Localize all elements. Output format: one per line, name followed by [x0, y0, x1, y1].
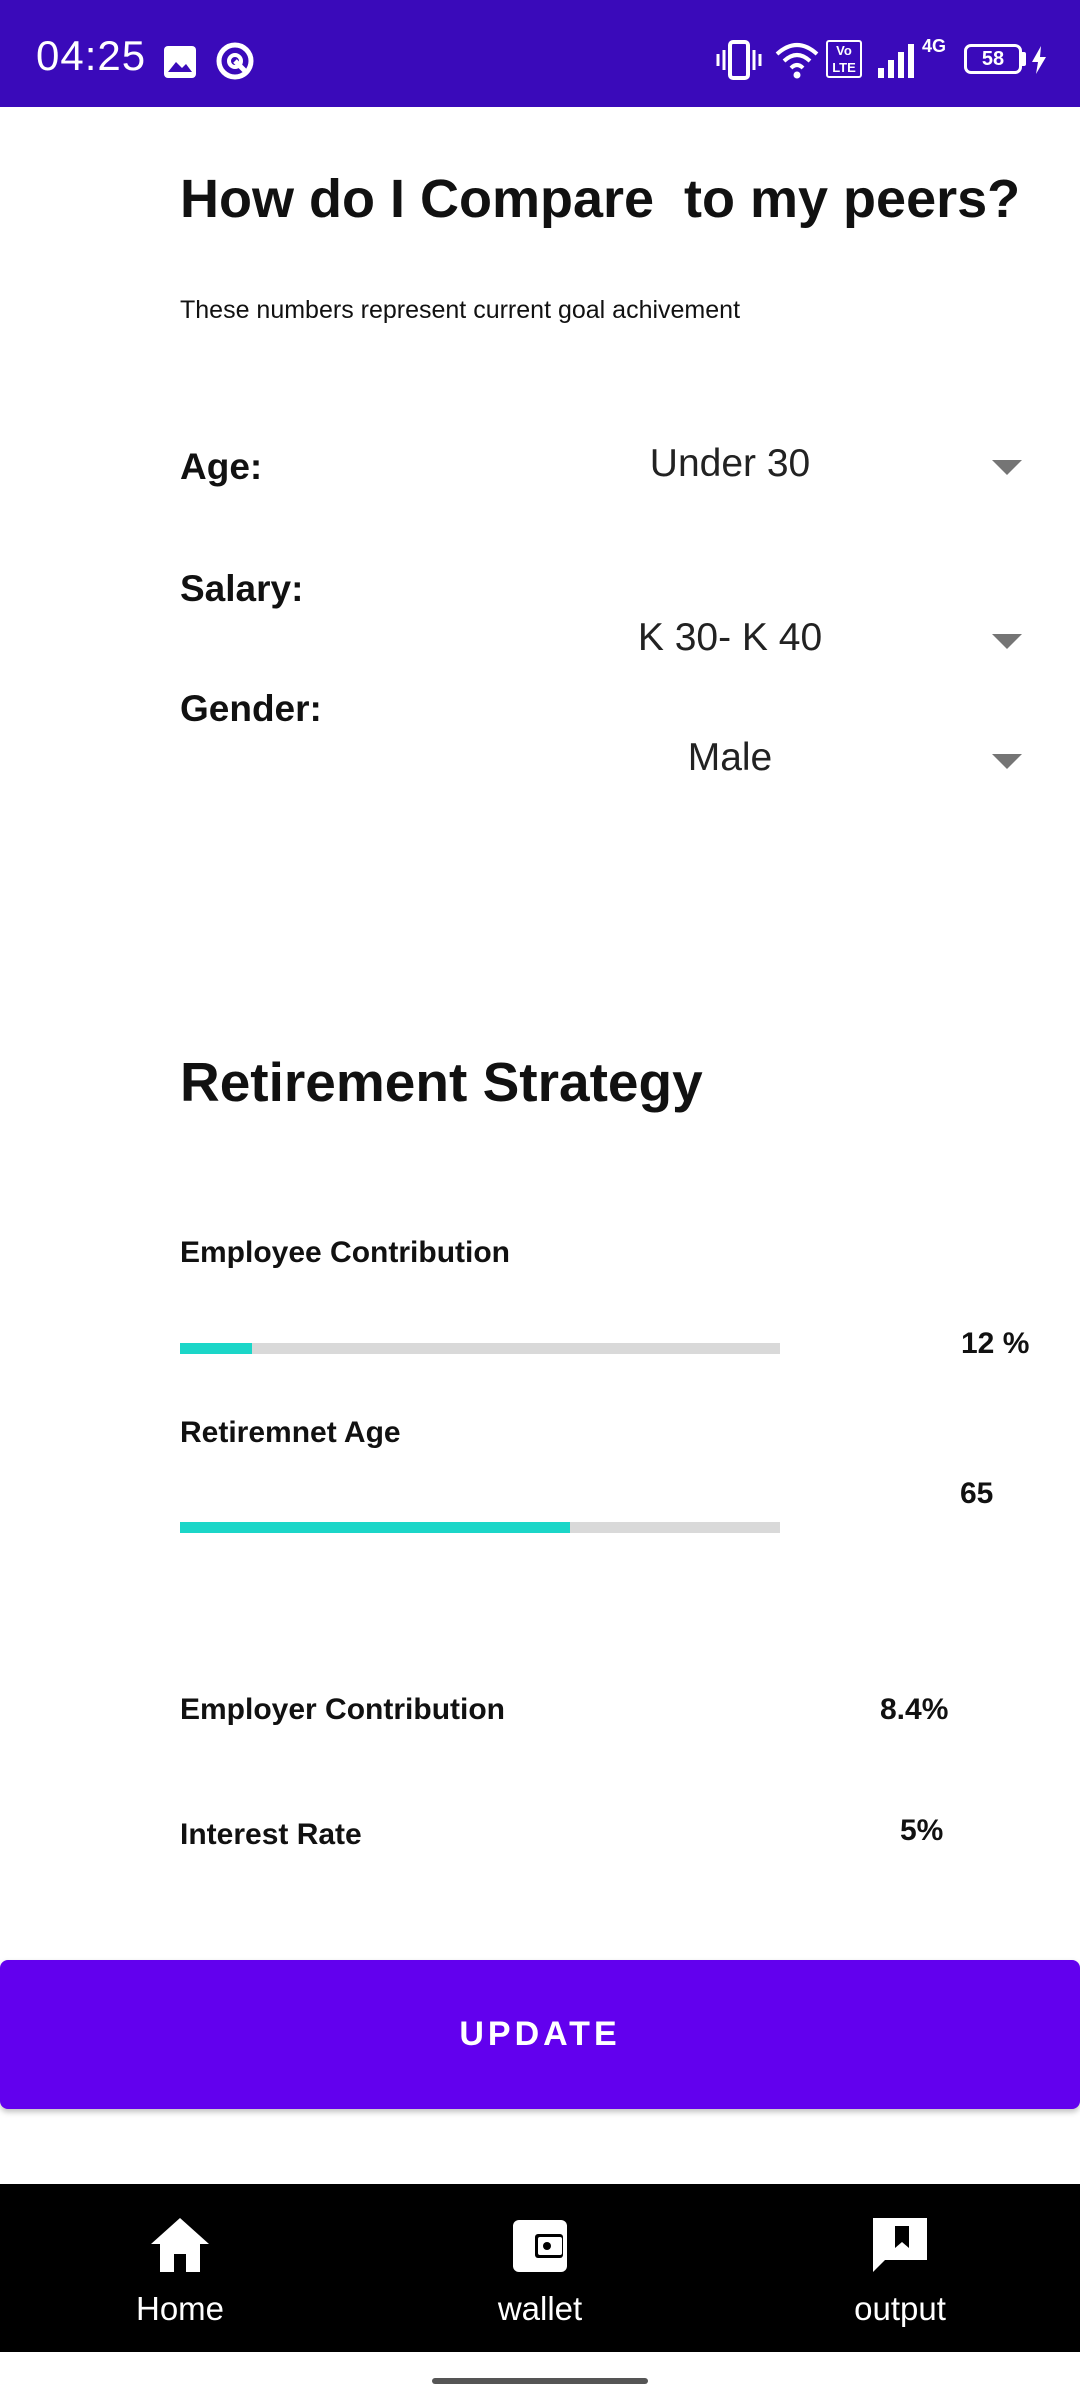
interest-rate-label: Interest Rate [180, 1818, 362, 1851]
volte-label: Vo LTE [832, 43, 856, 75]
gesture-handle[interactable] [432, 2378, 648, 2384]
employee-contribution-slider-fill [180, 1343, 252, 1354]
battery-icon: 58 [964, 44, 1022, 74]
employer-contribution-value: 8.4% [880, 1693, 949, 1726]
retirement-age-slider-fill [180, 1522, 570, 1533]
nav-label-wallet: wallet [497, 2290, 583, 2327]
age-dropdown-value: Under 30 [649, 442, 811, 485]
wallet-icon [513, 2220, 567, 2272]
retirement-age-slider[interactable] [180, 1522, 780, 1533]
employee-contribution-label: Employee Contribution [180, 1236, 510, 1269]
status-time: 04:25 [36, 32, 147, 79]
update-button[interactable]: UPDATE [0, 1960, 1080, 2109]
gender-label: Gender: [180, 688, 322, 729]
page-title: How do I Compare to my peers? [180, 169, 1021, 229]
section-title: Retirement Strategy [180, 1051, 703, 1113]
salary-dropdown-value: K 30- K 40 [637, 616, 823, 659]
vibrate-icon [716, 40, 762, 80]
page-subtitle: These numbers represent current goal ach… [180, 296, 741, 324]
salary-label: Salary: [180, 568, 304, 609]
salary-dropdown[interactable]: K 30- K 40 [560, 604, 1040, 674]
employee-contribution-value: 12 % [961, 1327, 1030, 1360]
signal-icon [878, 44, 914, 78]
nav-item-output[interactable]: output [720, 2184, 1080, 2352]
nav-item-wallet[interactable]: wallet [360, 2184, 720, 2352]
gender-dropdown-arrow-icon [992, 754, 1022, 769]
feedback-icon [873, 2218, 927, 2272]
age-dropdown-arrow-icon [992, 460, 1022, 475]
retirement-age-label: Retiremnet Age [180, 1416, 401, 1449]
volte-icon: Vo LTE [826, 40, 862, 78]
age-dropdown[interactable]: Under 30 [560, 430, 1040, 500]
retirement-age-value: 65 [960, 1477, 994, 1510]
battery-level: 58 [981, 48, 1005, 70]
nav-item-home[interactable]: Home [0, 2184, 360, 2352]
bottom-navigation: Home wallet output [0, 2184, 1080, 2352]
gesture-area [0, 2352, 1080, 2400]
interest-rate-value: 5% [900, 1814, 944, 1847]
age-label: Age: [180, 446, 263, 487]
employee-contribution-slider[interactable] [180, 1343, 780, 1354]
battery-tip [1022, 52, 1026, 66]
employer-contribution-label: Employer Contribution [180, 1693, 505, 1726]
image-icon [164, 46, 196, 78]
home-icon [151, 2218, 209, 2272]
salary-dropdown-arrow-icon [992, 634, 1022, 649]
gender-dropdown-value: Male [687, 736, 773, 779]
nav-label-output: output [854, 2290, 946, 2327]
nav-label-home: Home [135, 2290, 225, 2327]
network-type-label: 4G [922, 36, 947, 56]
gender-dropdown[interactable]: Male [560, 724, 1040, 794]
sync-icon [216, 42, 254, 80]
wifi-icon [775, 43, 819, 79]
status-bar: 04:25 Vo LTE 4G 58 [0, 0, 1080, 107]
charging-icon [1032, 46, 1046, 74]
